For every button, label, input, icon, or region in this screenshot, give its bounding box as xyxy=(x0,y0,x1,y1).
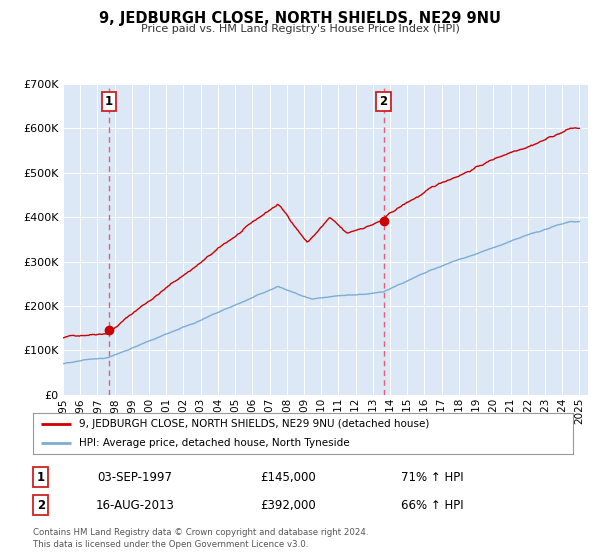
Text: HPI: Average price, detached house, North Tyneside: HPI: Average price, detached house, Nort… xyxy=(79,437,350,447)
Text: £145,000: £145,000 xyxy=(260,470,316,484)
Text: Contains HM Land Registry data © Crown copyright and database right 2024.
This d: Contains HM Land Registry data © Crown c… xyxy=(33,528,368,549)
Text: 16-AUG-2013: 16-AUG-2013 xyxy=(95,498,175,512)
Text: 1: 1 xyxy=(37,470,45,484)
Text: Price paid vs. HM Land Registry's House Price Index (HPI): Price paid vs. HM Land Registry's House … xyxy=(140,24,460,34)
Text: 66% ↑ HPI: 66% ↑ HPI xyxy=(401,498,463,512)
Text: 1: 1 xyxy=(105,95,113,108)
Text: 71% ↑ HPI: 71% ↑ HPI xyxy=(401,470,463,484)
Text: 2: 2 xyxy=(379,95,388,108)
Text: 9, JEDBURGH CLOSE, NORTH SHIELDS, NE29 9NU (detached house): 9, JEDBURGH CLOSE, NORTH SHIELDS, NE29 9… xyxy=(79,419,429,429)
Text: 9, JEDBURGH CLOSE, NORTH SHIELDS, NE29 9NU: 9, JEDBURGH CLOSE, NORTH SHIELDS, NE29 9… xyxy=(99,11,501,26)
Text: 2: 2 xyxy=(37,498,45,512)
Text: 03-SEP-1997: 03-SEP-1997 xyxy=(97,470,173,484)
Text: £392,000: £392,000 xyxy=(260,498,316,512)
